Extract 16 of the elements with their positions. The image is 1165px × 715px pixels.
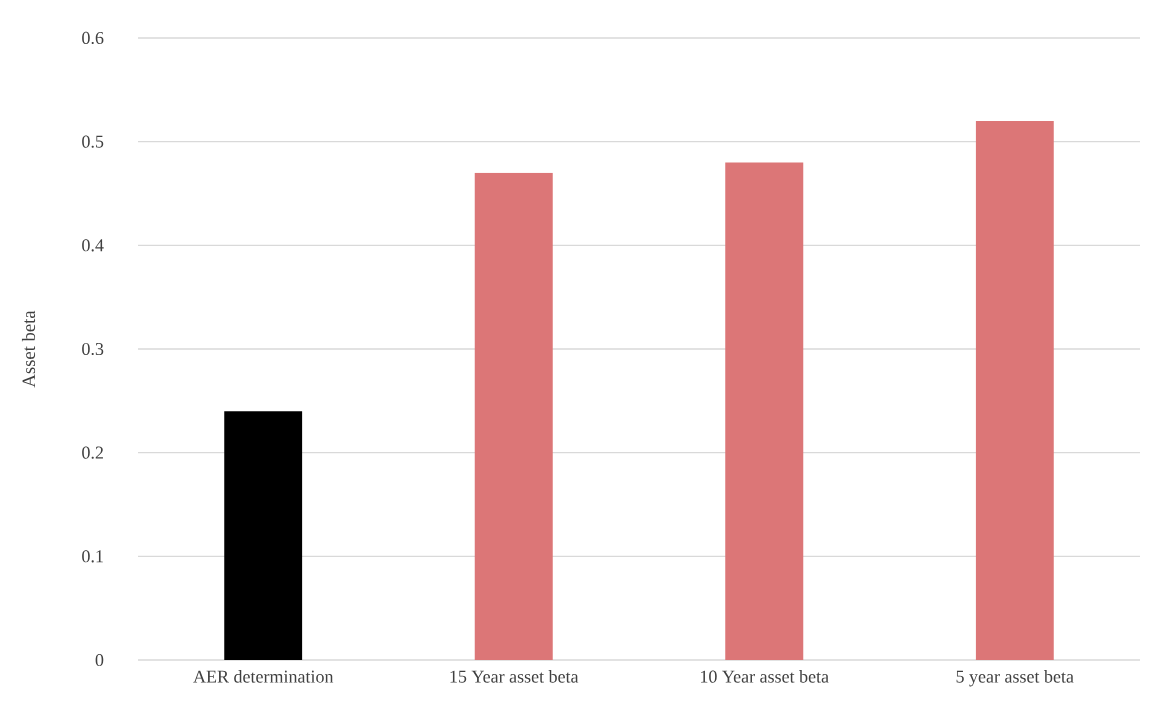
x-tick-label: 15 Year asset beta (450, 670, 579, 683)
y-tick-label: 0.3 (82, 342, 104, 356)
x-tick-label: 10 Year asset beta (701, 670, 829, 683)
x-tick-label: AER determination (193, 670, 334, 683)
bar (975, 120, 1054, 660)
y-tick-label: 0.5 (82, 135, 104, 148)
y-axis-title: Asset beta (21, 310, 36, 388)
y-tick-label: 0.2 (82, 446, 103, 459)
bar (474, 172, 553, 660)
y-tick-label: 0.4 (82, 239, 104, 252)
y-tick-label: 0 (95, 653, 104, 667)
bar (224, 411, 303, 660)
y-tick-label: 0.1 (82, 550, 103, 563)
y-tick-label: 0.6 (82, 31, 104, 45)
bar (725, 162, 804, 660)
x-tick-label: 5 year asset beta (956, 670, 1074, 687)
